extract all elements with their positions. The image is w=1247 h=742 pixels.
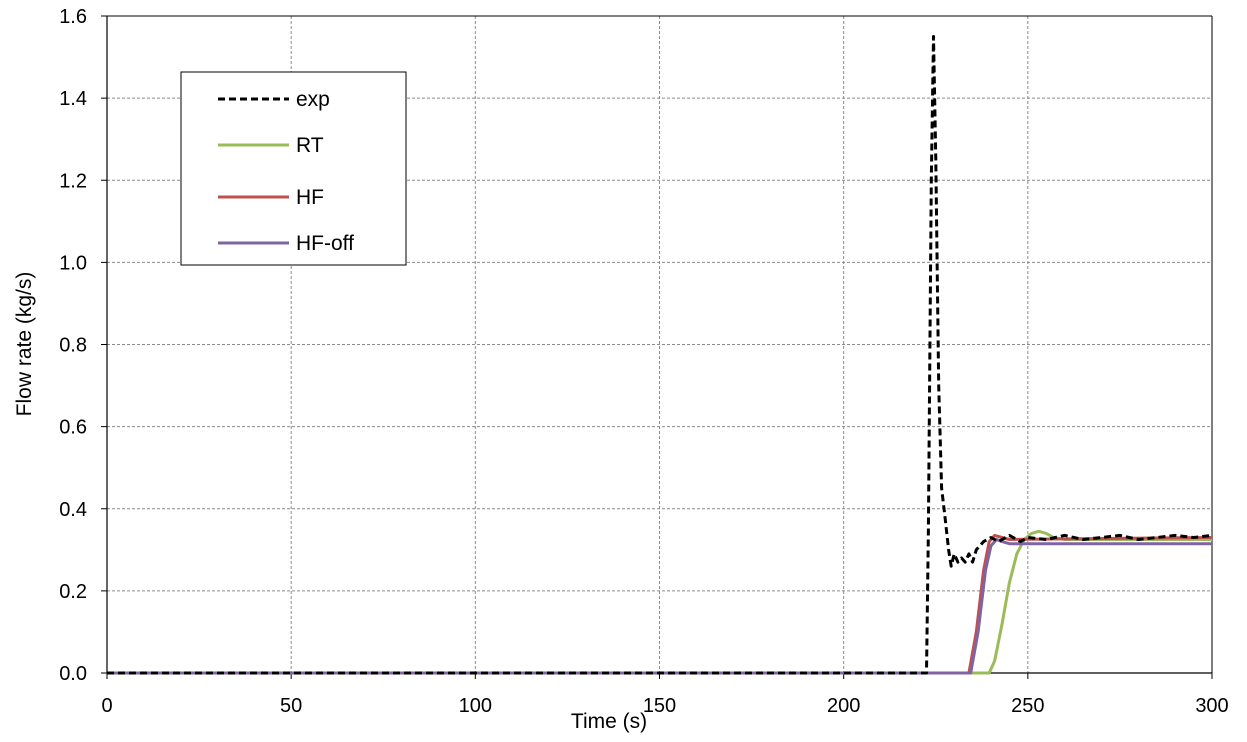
x-tick-label: 100 (459, 695, 492, 717)
series-line-exp (107, 35, 1213, 675)
y-tick-label: 1.4 (59, 88, 87, 110)
y-tick-label: 0.2 (59, 581, 87, 603)
x-tick-label: 0 (101, 695, 112, 717)
y-axis-ticks: 0.0 0.2 0.4 0.6 0.8 1.0 1.2 1.4 1.6 (59, 6, 107, 685)
legend-label: HF (296, 186, 324, 209)
y-tick-label: 0.4 (59, 499, 87, 521)
legend: exp RT HF HF-off (180, 71, 407, 266)
x-axis-title: Time (s) (571, 710, 647, 733)
x-tick-label: 150 (643, 695, 676, 717)
y-axis-title: Flow rate (kg/s) (13, 272, 36, 417)
y-tick-label: 1.6 (59, 6, 87, 28)
x-axis-ticks: 0 50 100 150 200 250 300 (101, 673, 1229, 717)
gridlines (107, 16, 1212, 673)
legend-label: HF-off (296, 232, 354, 255)
y-tick-label: 1.0 (59, 252, 87, 274)
y-tick-label: 1.2 (59, 170, 87, 192)
x-tick-label: 50 (280, 695, 302, 717)
legend-label: exp (296, 88, 330, 111)
data-series (107, 35, 1213, 675)
x-tick-label: 200 (827, 695, 860, 717)
legend-box (180, 71, 407, 266)
legend-label: RT (296, 134, 324, 157)
series-line-hf-off (107, 538, 1212, 675)
y-tick-label: 0.6 (59, 417, 87, 439)
series-line-hf (107, 533, 1213, 675)
x-tick-label: 300 (1195, 695, 1228, 717)
x-tick-label: 250 (1011, 695, 1044, 717)
y-tick-label: 0.0 (59, 663, 87, 685)
y-tick-label: 0.8 (59, 335, 87, 357)
